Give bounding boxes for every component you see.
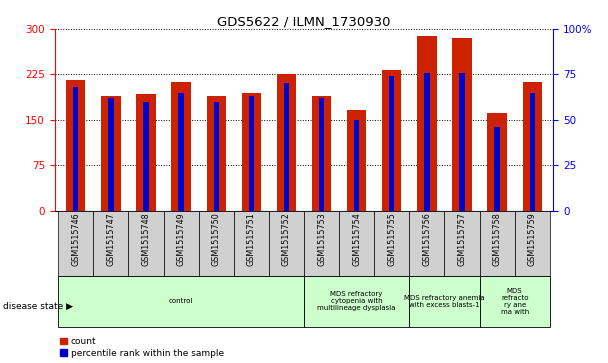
FancyBboxPatch shape	[304, 276, 409, 327]
Bar	[207, 95, 226, 211]
FancyBboxPatch shape	[480, 211, 514, 276]
FancyBboxPatch shape	[339, 211, 374, 276]
Text: GSM1515750: GSM1515750	[212, 212, 221, 266]
FancyBboxPatch shape	[164, 211, 199, 276]
Bar	[178, 93, 184, 211]
Bar	[136, 94, 156, 211]
Text: GSM1515752: GSM1515752	[282, 212, 291, 266]
FancyBboxPatch shape	[409, 276, 480, 327]
Text: disease state ▶: disease state ▶	[3, 302, 73, 311]
Bar	[171, 82, 191, 211]
Bar	[494, 127, 500, 211]
Bar	[459, 73, 465, 211]
Text: MDS
refracto
ry ane
ma with: MDS refracto ry ane ma with	[500, 288, 529, 315]
FancyBboxPatch shape	[234, 211, 269, 276]
Bar	[452, 37, 472, 211]
Text: GSM1515749: GSM1515749	[176, 212, 185, 266]
Bar	[66, 81, 86, 211]
FancyBboxPatch shape	[128, 211, 164, 276]
FancyBboxPatch shape	[199, 211, 234, 276]
Text: MDS refractory anemia
with excess blasts-1: MDS refractory anemia with excess blasts…	[404, 295, 485, 308]
FancyBboxPatch shape	[58, 276, 304, 327]
Text: GSM1515748: GSM1515748	[142, 212, 151, 266]
Bar	[389, 76, 395, 211]
Text: GSM1515759: GSM1515759	[528, 212, 537, 266]
Bar	[522, 82, 542, 211]
Bar	[417, 36, 437, 211]
Bar	[319, 98, 324, 211]
Text: GSM1515746: GSM1515746	[71, 212, 80, 266]
Bar	[354, 120, 359, 211]
FancyBboxPatch shape	[374, 211, 409, 276]
Text: GSM1515754: GSM1515754	[352, 212, 361, 266]
Text: GSM1515756: GSM1515756	[423, 212, 432, 266]
Text: control: control	[169, 298, 193, 304]
Bar	[424, 73, 430, 211]
Bar	[382, 70, 401, 211]
Bar	[488, 113, 506, 211]
Text: GSM1515757: GSM1515757	[457, 212, 466, 266]
Bar	[347, 110, 366, 211]
Text: GSM1515747: GSM1515747	[106, 212, 116, 266]
FancyBboxPatch shape	[480, 276, 550, 327]
FancyBboxPatch shape	[269, 211, 304, 276]
Bar	[213, 102, 219, 211]
Text: GSM1515751: GSM1515751	[247, 212, 256, 266]
FancyBboxPatch shape	[304, 211, 339, 276]
Bar	[312, 95, 331, 211]
FancyBboxPatch shape	[409, 211, 444, 276]
Bar	[249, 96, 254, 211]
Title: GDS5622 / ILMN_1730930: GDS5622 / ILMN_1730930	[217, 15, 391, 28]
FancyBboxPatch shape	[444, 211, 480, 276]
Bar	[530, 93, 535, 211]
Bar	[241, 93, 261, 211]
Bar	[102, 95, 120, 211]
FancyBboxPatch shape	[94, 211, 128, 276]
Bar	[277, 74, 296, 211]
Text: GSM1515753: GSM1515753	[317, 212, 326, 266]
Bar	[108, 98, 114, 211]
Legend: count, percentile rank within the sample: count, percentile rank within the sample	[59, 336, 225, 359]
Text: GSM1515755: GSM1515755	[387, 212, 396, 266]
Bar	[143, 102, 149, 211]
Bar	[73, 87, 78, 211]
Text: MDS refractory
cytopenia with
multilineage dysplasia: MDS refractory cytopenia with multilinea…	[317, 291, 396, 311]
FancyBboxPatch shape	[514, 211, 550, 276]
Bar	[284, 83, 289, 211]
Text: GSM1515758: GSM1515758	[492, 212, 502, 266]
FancyBboxPatch shape	[58, 211, 94, 276]
